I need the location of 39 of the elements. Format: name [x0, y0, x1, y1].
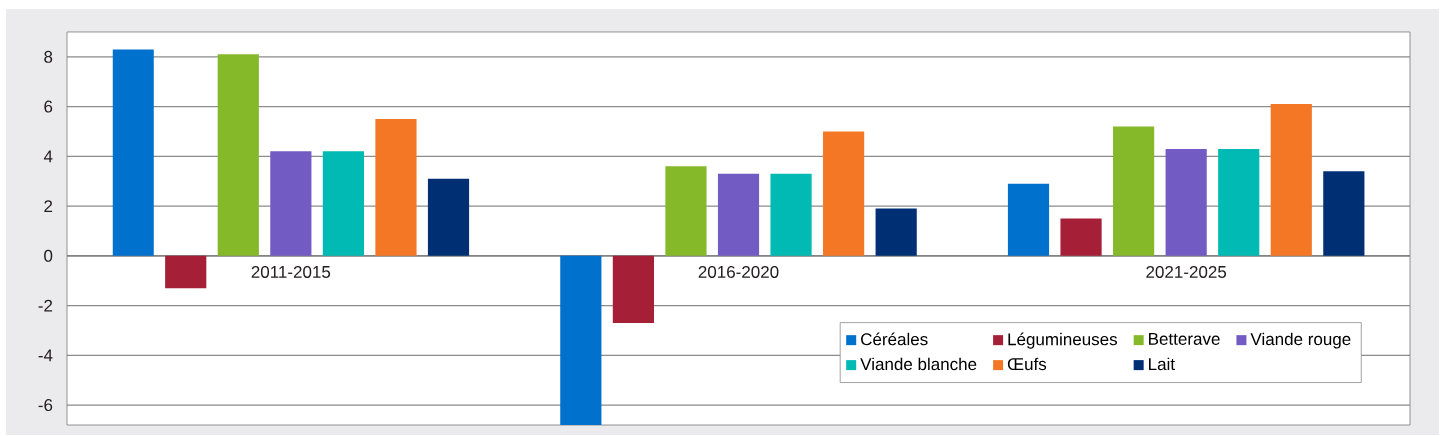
- bar: [1323, 171, 1365, 256]
- legend-label: Lait: [1149, 357, 1175, 371]
- legend-label: Viande rouge: [1250, 332, 1351, 349]
- legend-label: Œufs: [1007, 357, 1047, 371]
- bar: [375, 119, 417, 256]
- bar: [1007, 183, 1050, 256]
- bar: [112, 49, 154, 256]
- y-tick-label: 2: [44, 200, 53, 213]
- legend-label: Céréales: [861, 332, 928, 346]
- bar: [1113, 126, 1155, 256]
- bar: [1060, 218, 1102, 256]
- y-tick-label: -4: [38, 349, 53, 362]
- bar: [322, 151, 364, 256]
- y-tick-label: 4: [43, 150, 53, 163]
- bar: [1218, 148, 1260, 256]
- bar: [665, 166, 707, 256]
- bar: [165, 255, 207, 289]
- bar: [770, 173, 812, 256]
- y-tick-label: 6: [44, 100, 53, 113]
- y-tick-label: 0: [44, 249, 53, 262]
- x-tick-label: 2016-2020: [698, 265, 779, 278]
- legend-label: Viande blanche: [860, 357, 977, 371]
- bar: [875, 208, 917, 256]
- y-tick-label: -6: [38, 399, 53, 412]
- bar: [427, 178, 470, 256]
- legend-label: Betterave: [1149, 333, 1220, 345]
- bar: [823, 131, 865, 256]
- bar: [612, 255, 654, 324]
- legend-label: Légumineuses: [1008, 332, 1118, 349]
- bar: [1270, 104, 1312, 256]
- bar: [717, 173, 760, 256]
- bar: [270, 151, 312, 256]
- bar: [560, 255, 602, 425]
- x-tick-label: 2021-2025: [1146, 265, 1227, 278]
- y-tick-label: -2: [38, 299, 53, 312]
- y-tick-label: 8: [44, 50, 53, 63]
- x-tick-label: 2011-2015: [251, 265, 331, 278]
- bar: [217, 54, 259, 256]
- bar: [1165, 148, 1207, 256]
